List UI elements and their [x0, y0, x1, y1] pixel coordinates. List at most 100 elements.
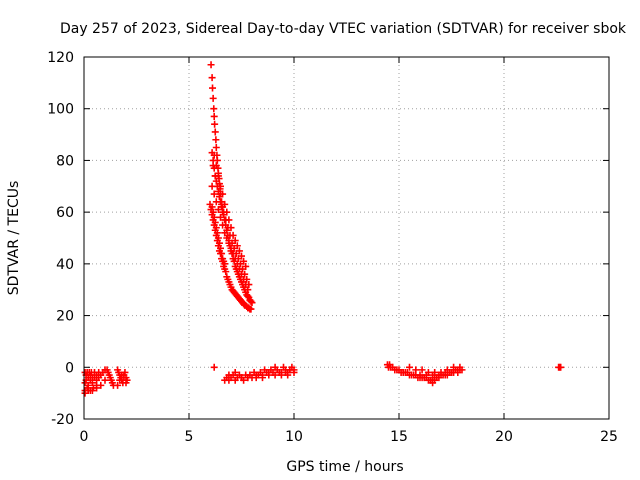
data-point — [242, 262, 250, 270]
data-point — [210, 112, 218, 120]
data-point — [211, 172, 219, 180]
y-tick-label: 100 — [47, 102, 74, 118]
data-point — [456, 363, 464, 371]
data-point — [211, 128, 219, 136]
x-tick-label: 20 — [495, 429, 513, 445]
data-point — [418, 366, 426, 374]
data-point — [122, 379, 130, 387]
data-point — [245, 281, 253, 289]
y-tick-label: 80 — [56, 153, 74, 169]
data-point — [231, 368, 239, 376]
data-point — [219, 208, 227, 216]
data-point — [248, 299, 256, 307]
y-tick-label: 20 — [56, 309, 74, 325]
x-tick-label: 25 — [600, 429, 618, 445]
data-point — [450, 363, 458, 371]
data-point — [212, 136, 220, 144]
data-point — [210, 363, 218, 371]
x-tick-label: 15 — [390, 429, 408, 445]
data-point — [228, 250, 236, 258]
data-point — [422, 371, 430, 379]
data-point — [241, 270, 249, 278]
data-point — [222, 221, 230, 229]
plot-frame — [83, 56, 610, 420]
data-point — [223, 226, 231, 234]
data-point — [88, 379, 96, 387]
y-axis-label: SDTVAR / TECUs — [6, 181, 22, 296]
data-points — [81, 61, 565, 397]
grid-lines — [84, 57, 609, 419]
data-point — [210, 190, 218, 198]
data-point — [429, 371, 437, 379]
data-point — [221, 260, 229, 268]
data-point — [265, 368, 273, 376]
data-point — [227, 224, 235, 232]
y-tick-label: 0 — [65, 360, 74, 376]
data-point — [286, 366, 294, 374]
data-point — [226, 242, 234, 250]
data-point — [435, 371, 443, 379]
data-point — [233, 242, 241, 250]
data-point — [213, 182, 221, 190]
data-point — [212, 224, 220, 232]
data-point — [448, 368, 455, 376]
data-point — [214, 234, 222, 242]
data-point — [282, 368, 290, 376]
axis-ticks: 0 5 10 15 20 25 -20 0 20 40 60 80 100 120 — [47, 50, 618, 445]
data-point — [208, 203, 216, 211]
y-tick-label: 60 — [56, 205, 74, 221]
data-point — [211, 218, 219, 226]
data-point — [213, 229, 221, 237]
data-point — [215, 193, 223, 201]
data-point — [217, 198, 224, 206]
x-tick-label: 0 — [80, 429, 89, 445]
data-point — [290, 368, 298, 376]
data-point — [218, 250, 226, 258]
data-point — [406, 363, 413, 371]
data-point — [231, 237, 239, 245]
data-point — [252, 371, 260, 379]
data-point — [244, 374, 252, 382]
data-point — [412, 366, 420, 374]
data-point — [209, 208, 217, 216]
data-point — [224, 231, 232, 239]
data-point — [454, 368, 462, 376]
x-axis-label: GPS time / hours — [286, 459, 403, 475]
data-point — [431, 376, 439, 384]
data-point — [235, 247, 243, 255]
data-point — [222, 268, 230, 276]
data-point — [238, 252, 245, 260]
y-tick-label: 120 — [47, 50, 74, 66]
data-point — [212, 144, 220, 151]
data-point — [116, 376, 124, 384]
data-point — [259, 374, 266, 382]
data-point — [208, 149, 216, 157]
x-tick-label: 10 — [285, 429, 303, 445]
data-point — [114, 381, 122, 389]
data-point — [244, 292, 252, 300]
data-point — [212, 177, 220, 185]
data-point — [209, 84, 217, 92]
data-point — [247, 305, 255, 313]
data-point — [218, 203, 226, 211]
data-point — [240, 257, 248, 265]
data-point — [211, 120, 219, 128]
data-point — [209, 156, 217, 164]
data-point — [215, 239, 223, 247]
x-tick-label: 5 — [185, 429, 194, 445]
data-point — [88, 387, 96, 395]
y-tick-label: -20 — [51, 412, 74, 428]
data-point — [557, 363, 565, 371]
y-tick-label: 40 — [56, 257, 74, 273]
data-point — [208, 74, 216, 82]
data-point — [210, 105, 218, 113]
data-point — [217, 244, 224, 252]
data-point — [210, 164, 218, 172]
data-point — [225, 237, 233, 245]
data-point — [93, 384, 101, 392]
data-point — [247, 297, 255, 305]
data-point — [225, 371, 233, 379]
data-point — [214, 187, 222, 195]
data-point — [441, 368, 449, 376]
